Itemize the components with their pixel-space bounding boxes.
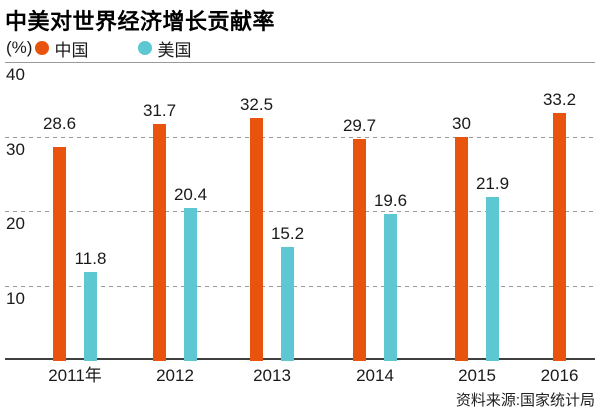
value-label-china-2012: 31.7 xyxy=(142,100,177,120)
bar-china-2016 xyxy=(553,112,566,361)
gridline-40 xyxy=(5,62,595,63)
bar-us-2015 xyxy=(486,196,499,361)
x-tick-label-2015: 2015 xyxy=(458,366,496,385)
bar-china-2015 xyxy=(455,136,468,361)
bar-china-2013 xyxy=(250,117,263,361)
value-label-us-2015: 21.9 xyxy=(475,173,510,193)
x-tick-label-2011年: 2011年 xyxy=(48,366,102,385)
legend-label-us: 美国 xyxy=(157,40,192,60)
x-tick-label-2014: 2014 xyxy=(356,366,394,385)
bar-china-2011年 xyxy=(53,146,66,361)
x-tick-label-2012: 2012 xyxy=(156,366,194,385)
legend-swatch-china-icon xyxy=(35,41,50,55)
bar-us-2012 xyxy=(184,208,197,361)
value-label-china-2015: 30 xyxy=(452,113,471,133)
y-tick-label-40: 40 xyxy=(6,65,25,84)
page-title: 中美对世界经济增长贡献率 xyxy=(5,9,276,34)
y-tick-label-30: 30 xyxy=(6,140,25,159)
x-tick-label-2016: 2016 xyxy=(540,366,579,385)
source-note: 资料来源:国家统计局 xyxy=(455,392,595,409)
value-label-us-2011年: 11.8 xyxy=(74,249,107,269)
x-axis-line xyxy=(5,358,595,360)
bar-us-2014 xyxy=(384,213,397,361)
value-label-china-2013: 32.5 xyxy=(239,94,274,114)
bar-china-2014 xyxy=(353,138,366,361)
gridline-30 xyxy=(5,137,595,138)
bar-us-2013 xyxy=(281,246,294,361)
legend-swatch-us-icon xyxy=(138,41,153,55)
y-tick-label-10: 10 xyxy=(6,289,25,308)
value-label-us-2014: 19.6 xyxy=(373,190,408,210)
gridline-20 xyxy=(5,211,595,212)
y-axis-unit-label: (%) xyxy=(6,38,33,57)
value-label-us-2013: 15.2 xyxy=(270,223,305,243)
gridline-10 xyxy=(5,286,595,287)
legend: (%) 中国 美国 xyxy=(6,38,191,60)
y-tick-label-20: 20 xyxy=(6,214,25,233)
legend-label-china: 中国 xyxy=(54,40,89,60)
value-label-china-2014: 29.7 xyxy=(342,115,377,135)
value-label-china-2016: 33.2 xyxy=(542,89,577,109)
value-label-china-2011年: 28.6 xyxy=(42,114,77,133)
x-tick-label-2013: 2013 xyxy=(253,366,291,385)
bar-china-2012 xyxy=(153,123,166,361)
bar-us-2011年 xyxy=(84,272,97,361)
value-label-us-2012: 20.4 xyxy=(173,185,208,205)
